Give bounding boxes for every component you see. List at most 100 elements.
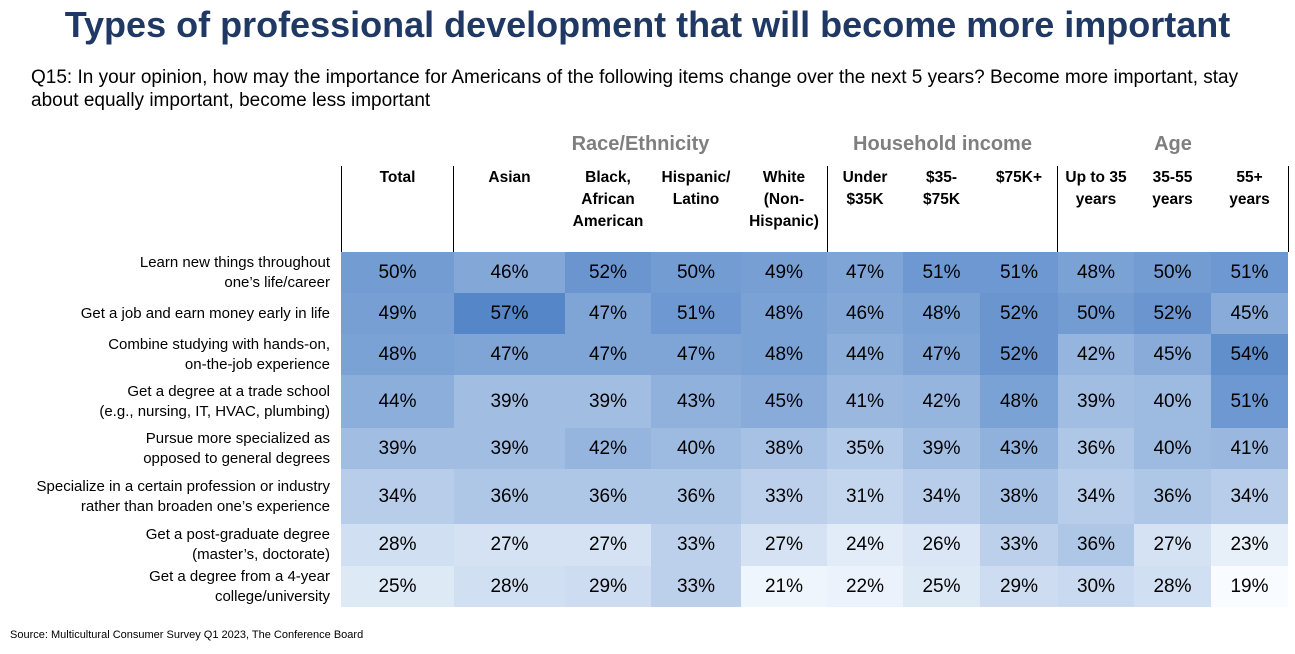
heatmap-cell: 39%: [565, 375, 651, 428]
heatmap-cell: 51%: [651, 293, 741, 334]
column-header-line: African: [581, 191, 635, 208]
column-header-line: years: [1075, 191, 1117, 208]
heatmap-cell: 25%: [903, 566, 980, 607]
heatmap-cell: 48%: [980, 375, 1058, 428]
heatmap-cell: 30%: [1058, 566, 1134, 607]
column-header-line: White: [762, 169, 806, 186]
heatmap-cell: 24%: [827, 524, 903, 566]
heatmap-cell: 39%: [341, 428, 454, 469]
column-header-line: $75K+: [995, 169, 1043, 186]
column-header-line: $35K: [846, 191, 884, 208]
row-label-line: Learn new things throughout: [139, 253, 330, 271]
heatmap-cell: 22%: [827, 566, 903, 607]
heatmap-cell: 27%: [1134, 524, 1211, 566]
column-divider: [453, 166, 454, 252]
heatmap-cell: 36%: [1058, 428, 1134, 469]
heatmap-cell: 47%: [651, 334, 741, 375]
heatmap-cell: 27%: [565, 524, 651, 566]
heatmap-cell: 40%: [651, 428, 741, 469]
row-label-line: Get a post-graduate degree: [145, 526, 330, 543]
column-header: Total: [341, 167, 454, 189]
heatmap-cell: 52%: [980, 334, 1058, 375]
heatmap-cell: 47%: [454, 334, 565, 375]
row-label: Get a post-graduate degree (master’s, doc…: [10, 524, 330, 566]
heatmap-cell: 23%: [1211, 524, 1288, 566]
heatmap-cell: 51%: [1211, 252, 1288, 293]
heatmap-cell: 39%: [454, 375, 565, 428]
row-label-line: one’s life/career: [224, 273, 330, 291]
column-header-line: Under: [842, 169, 888, 186]
heatmap-cell: 35%: [827, 428, 903, 469]
heatmap-cell: 51%: [980, 252, 1058, 293]
heatmap-cell: 45%: [1134, 334, 1211, 375]
row-label-line: Get a degree at a trade school: [127, 382, 330, 400]
heatmap-cell: 29%: [565, 566, 651, 607]
column-header: Under $35K: [827, 167, 903, 211]
heatmap-cell: 25%: [341, 566, 454, 607]
heatmap-cell: 48%: [341, 334, 454, 375]
column-divider: [1057, 166, 1058, 252]
column-header: Hispanic/Latino: [651, 167, 741, 211]
row-label: Get a job and earn money early in life: [10, 293, 330, 334]
row-label-line: Specialize in a certain profession or in…: [36, 477, 330, 495]
heatmap-cell: 54%: [1211, 334, 1288, 375]
column-header-line: Hispanic/: [661, 169, 731, 186]
heatmap-cell: 29%: [980, 566, 1058, 607]
heatmap-cell: 36%: [1058, 524, 1134, 566]
heatmap-cell: 52%: [980, 293, 1058, 334]
heatmap-cell: 33%: [651, 566, 741, 607]
row-label-line: rather than broaden one’s experience: [80, 497, 330, 515]
heatmap-cell: 44%: [341, 375, 454, 428]
row-label: Specialize in a certain profession or in…: [10, 469, 330, 524]
heatmap-cell: 39%: [903, 428, 980, 469]
row-label-line: Combine studying with hands-on,: [108, 335, 330, 353]
heatmap-cell: 45%: [741, 375, 827, 428]
heatmap-cell: 26%: [903, 524, 980, 566]
column-header: Up to 35 years: [1058, 167, 1134, 211]
heatmap-cell: 43%: [651, 375, 741, 428]
heatmap-cell: 34%: [1211, 469, 1288, 524]
heatmap-cell: 47%: [565, 293, 651, 334]
row-label-line: college/university: [214, 587, 330, 605]
heatmap-cell: 48%: [1058, 252, 1134, 293]
row-label-line: (e.g., nursing, IT, HVAC, plumbing): [99, 402, 330, 420]
column-divider: [341, 166, 342, 252]
column-header-line: Asian: [488, 169, 531, 186]
row-label-line: Get a degree from a 4-year: [149, 567, 330, 585]
heatmap-cell: 36%: [651, 469, 741, 524]
heatmap-cell: 52%: [565, 252, 651, 293]
row-label: Get a degree from a 4-year college/univer…: [10, 566, 330, 607]
heatmap-cell: 27%: [741, 524, 827, 566]
column-header: 35-55 years: [1134, 167, 1211, 211]
heatmap-cell: 27%: [454, 524, 565, 566]
heatmap-cell: 34%: [341, 469, 454, 524]
row-label-line: on-the-job experience: [184, 355, 330, 373]
heatmap-cell: 49%: [741, 252, 827, 293]
column-header-line: Black,: [585, 169, 631, 186]
group-header: Age: [1154, 133, 1192, 155]
column-header: Black, African American: [565, 167, 651, 233]
group-header: Race/Ethnicity: [571, 133, 710, 155]
row-label-line: Get a job and earn money early in life: [80, 304, 330, 322]
heatmap-cell: 42%: [565, 428, 651, 469]
column-header: $35- $75K: [903, 167, 980, 211]
heatmap-cell: 57%: [454, 293, 565, 334]
row-label: Pursue more specialized as opposed to gen…: [10, 428, 330, 469]
heatmap-cell: 38%: [741, 428, 827, 469]
heatmap-cell: 50%: [341, 252, 454, 293]
heatmap-cell: 19%: [1211, 566, 1288, 607]
column-header-line: Up to 35: [1065, 169, 1127, 186]
column-header-line: 35-55: [1152, 169, 1193, 186]
heatmap-cell: 46%: [827, 293, 903, 334]
heatmap-cell: 33%: [980, 524, 1058, 566]
heatmap-cell: 34%: [1058, 469, 1134, 524]
row-label-line: opposed to general degrees: [143, 449, 330, 467]
column-header-line: $75K: [922, 191, 961, 208]
heatmap-cell: 48%: [903, 293, 980, 334]
row-label: Learn new things throughout one’s life/ca…: [10, 252, 330, 293]
row-label: Combine studying with hands-on, on-the-jo…: [10, 334, 330, 375]
column-header: Asian: [454, 167, 565, 189]
heatmap-cell: 28%: [454, 566, 565, 607]
heatmap-cell: 28%: [341, 524, 454, 566]
heatmap-cell: 47%: [565, 334, 651, 375]
